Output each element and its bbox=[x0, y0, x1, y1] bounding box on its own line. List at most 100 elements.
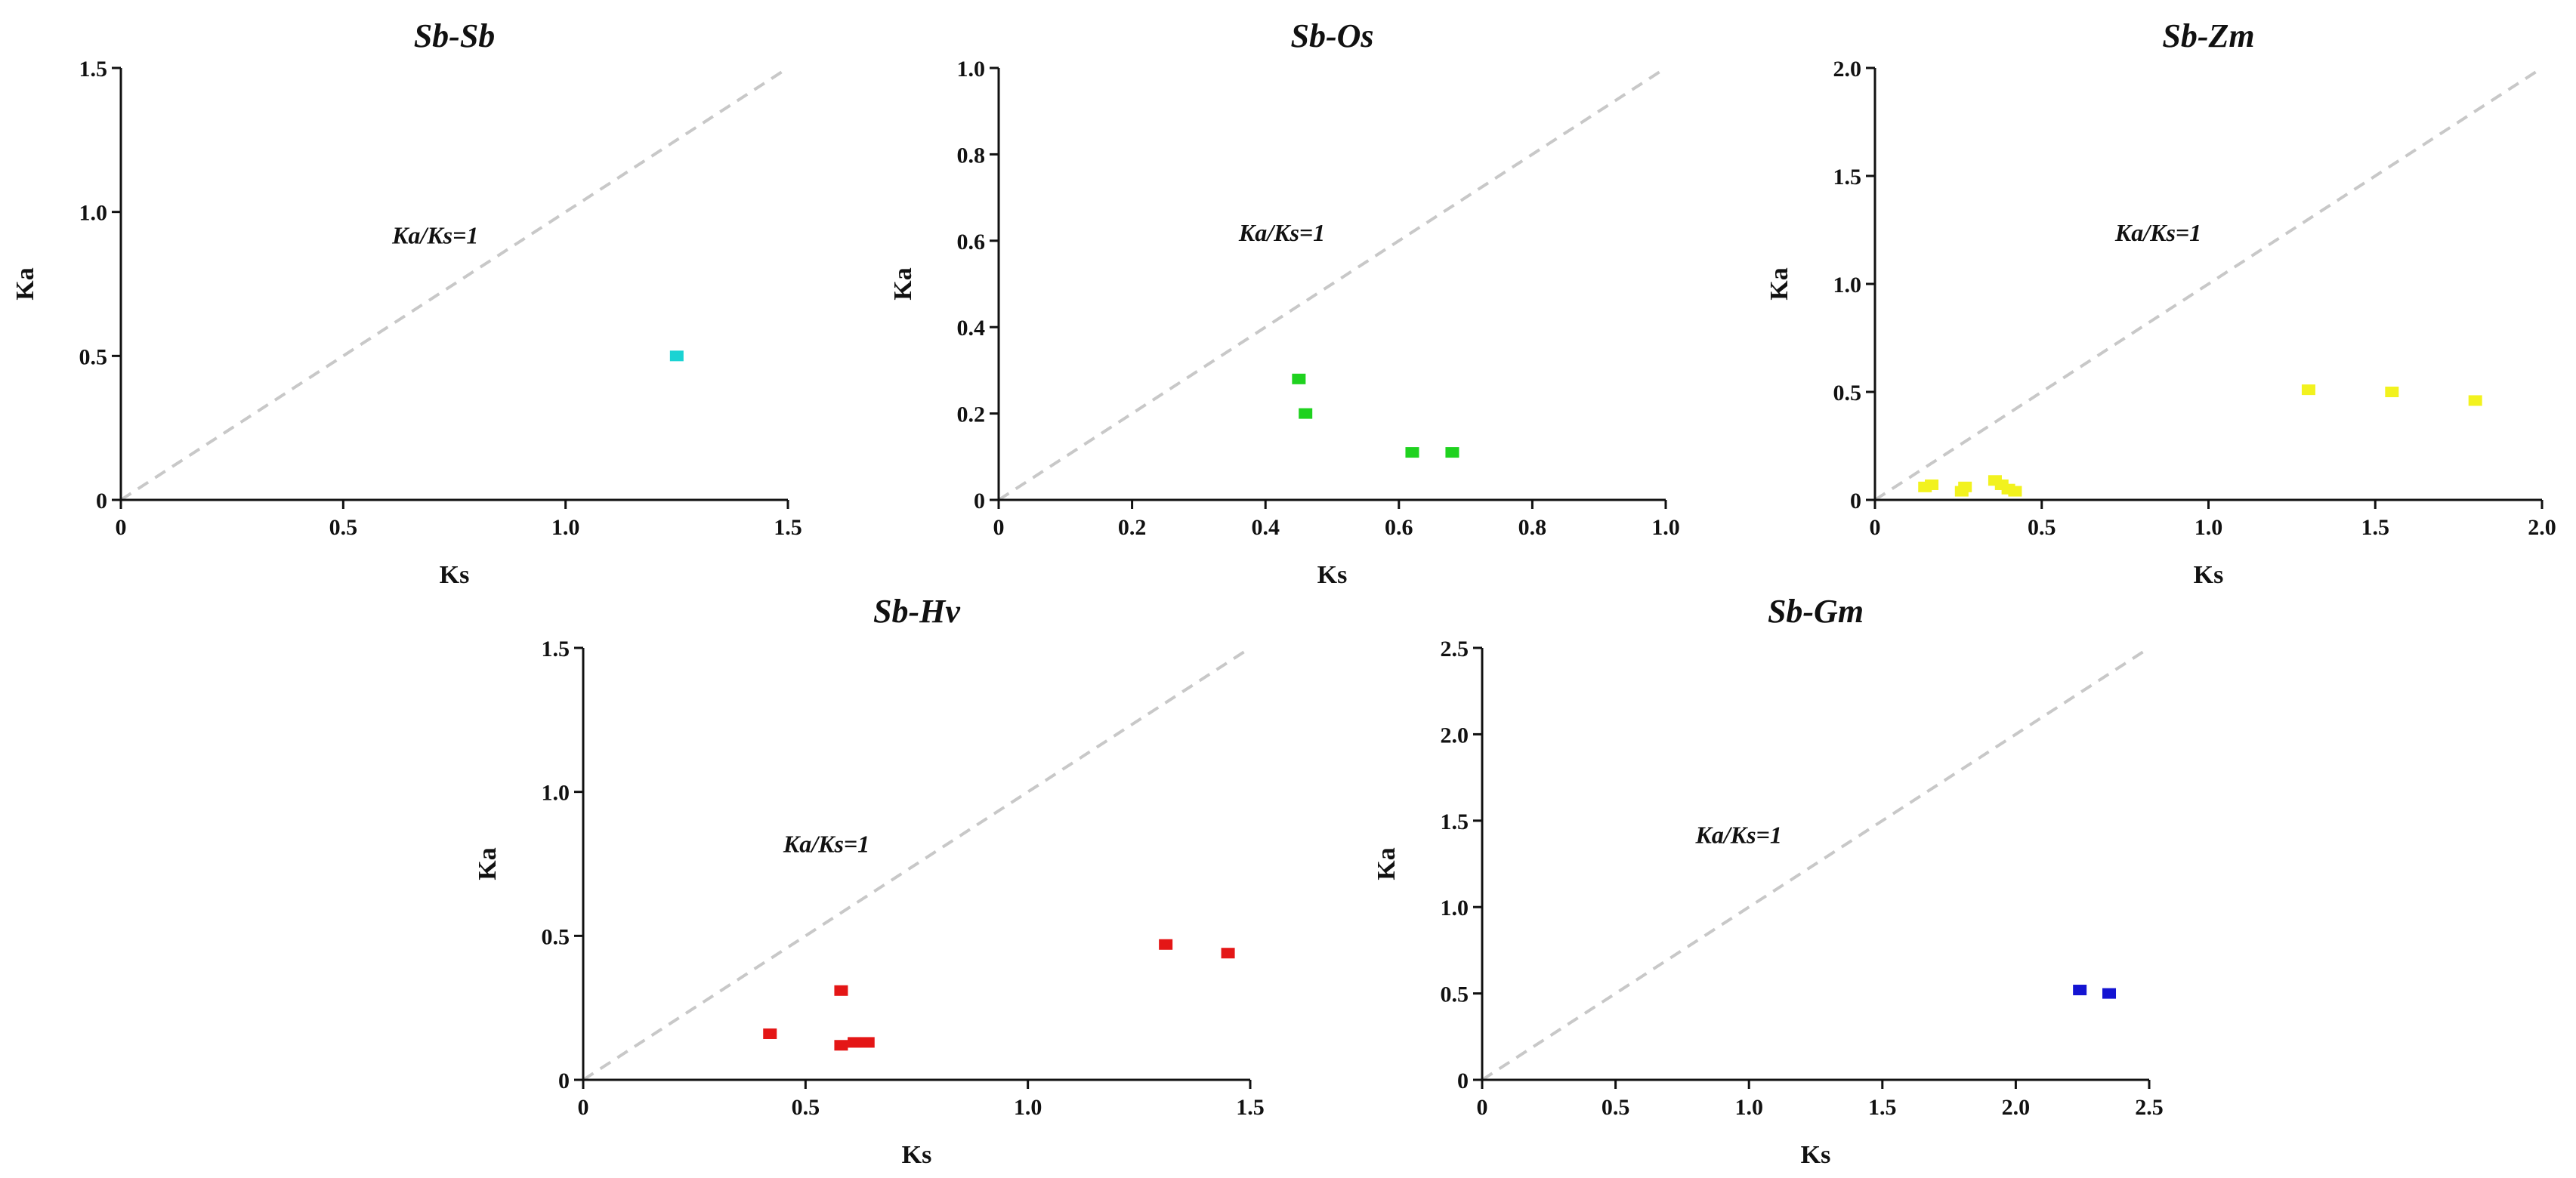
chart-panel-3: 0 0.5 1.0 1.5 2.0 0 0.5 1.0 1.5 2.0 Sb-Zm Ks Ka Ka/Ks… bbox=[1765, 17, 2556, 589]
y-tick-label: 1.0 bbox=[957, 57, 986, 82]
y-tick-label: 0.5 bbox=[542, 924, 570, 949]
x-axis-label: Ks bbox=[1317, 561, 1348, 589]
data-point bbox=[1925, 479, 1939, 490]
x-tick-label: 1.0 bbox=[551, 515, 580, 540]
chart-title: Sb-Hv bbox=[873, 593, 960, 630]
chart-panel-5: 0 0.5 1.0 1.5 2.0 2.5 0 0.5 1.0 1.5 2.0 2.5 Sb-Gm Ks K… bbox=[1373, 593, 2164, 1169]
chart-panel-2: 0 0.2 0.4 0.6 0.8 1.0 0 0.2 0.4 0.6 0.8 1.0 Sb-Os Ks K… bbox=[889, 17, 1680, 589]
y-tick-label: 0 bbox=[558, 1069, 570, 1093]
x-tick-label: 0.6 bbox=[1385, 515, 1413, 540]
x-axis-label: Ks bbox=[2194, 561, 2224, 589]
y-axis-label: Ka bbox=[474, 847, 502, 880]
data-point bbox=[2102, 988, 2117, 999]
y-tick-label: 1.5 bbox=[1441, 809, 1469, 834]
data-point bbox=[834, 985, 848, 996]
data-point bbox=[1299, 408, 1313, 419]
data-point bbox=[1405, 447, 1419, 458]
x-tick-label: 0.5 bbox=[792, 1095, 820, 1120]
chart-panel-1: 0 0.5 1.0 1.5 0 0.5 1.0 1.5 Sb-Sb Ks Ka Ka/Ks=1 bbox=[11, 17, 802, 589]
data-point bbox=[860, 1037, 875, 1048]
y-axis-label: Ka bbox=[1373, 847, 1401, 880]
x-tick-label: 0 bbox=[578, 1095, 589, 1120]
chart-title: Sb-Sb bbox=[414, 17, 496, 54]
y-tick-label: 1.0 bbox=[79, 201, 108, 226]
x-tick-label: 0 bbox=[1870, 515, 1881, 540]
data-point bbox=[1221, 948, 1235, 959]
y-tick-label: 0.2 bbox=[957, 402, 986, 427]
y-tick-label: 0 bbox=[974, 489, 985, 513]
reference-line bbox=[997, 66, 1667, 501]
x-tick-label: 2.0 bbox=[2002, 1095, 2031, 1120]
data-point bbox=[2385, 387, 2399, 397]
x-tick-label: 0.5 bbox=[1602, 1095, 1630, 1120]
y-tick-label: 1.5 bbox=[79, 57, 108, 82]
panels-group: 0 0.5 1.0 1.5 0 0.5 1.0 1.5 Sb-Sb Ks Ka Ka/Ks=1 0 0.2… bbox=[11, 17, 2556, 1169]
x-axis-label: Ks bbox=[440, 561, 470, 589]
y-tick-label: 2.0 bbox=[1833, 57, 1862, 82]
reference-line bbox=[1481, 646, 2151, 1081]
x-tick-label: 0 bbox=[116, 515, 127, 540]
data-point bbox=[2073, 985, 2087, 996]
data-point bbox=[2468, 395, 2482, 406]
x-tick-label: 0.8 bbox=[1518, 515, 1547, 540]
x-tick-label: 0.5 bbox=[2028, 515, 2056, 540]
data-point bbox=[763, 1028, 777, 1039]
x-tick-label: 0 bbox=[993, 515, 1005, 540]
x-tick-label: 1.5 bbox=[1236, 1095, 1265, 1120]
x-tick-label: 1.0 bbox=[1014, 1095, 1042, 1120]
x-tick-label: 1.0 bbox=[1734, 1095, 1763, 1120]
y-tick-label: 0.5 bbox=[1441, 982, 1469, 1007]
data-point bbox=[1445, 447, 1459, 458]
reference-line bbox=[119, 66, 789, 501]
data-point bbox=[834, 1040, 848, 1051]
x-tick-label: 1.5 bbox=[2361, 515, 2390, 540]
x-tick-label: 1.5 bbox=[774, 515, 802, 540]
y-axis-label: Ka bbox=[11, 267, 39, 300]
y-tick-label: 0 bbox=[96, 489, 107, 513]
data-point bbox=[2301, 384, 2315, 396]
data-point bbox=[1958, 481, 1972, 492]
y-tick-label: 0.5 bbox=[1833, 381, 1862, 406]
x-tick-label: 0.4 bbox=[1251, 515, 1280, 540]
data-point bbox=[1159, 939, 1173, 950]
x-tick-label: 0 bbox=[1477, 1095, 1488, 1120]
x-tick-label: 1.5 bbox=[1868, 1095, 1897, 1120]
reference-line-label: Ka/Ks=1 bbox=[391, 222, 478, 249]
data-point bbox=[2008, 486, 2022, 497]
reference-line-label: Ka/Ks=1 bbox=[1695, 822, 1782, 849]
y-axis-label: Ka bbox=[889, 267, 917, 300]
data-point bbox=[1292, 373, 1306, 384]
y-tick-label: 1.5 bbox=[1833, 165, 1862, 190]
y-tick-label: 1.0 bbox=[1833, 273, 1862, 298]
chart-title: Sb-Zm bbox=[2162, 17, 2254, 54]
y-tick-label: 2.5 bbox=[1441, 637, 1469, 661]
y-tick-label: 1.0 bbox=[542, 781, 570, 806]
reference-line-label: Ka/Ks=1 bbox=[783, 831, 869, 858]
y-axis-label: Ka bbox=[1765, 267, 1793, 300]
reference-line bbox=[1873, 66, 2544, 501]
reference-line bbox=[582, 646, 1252, 1081]
y-tick-label: 0 bbox=[1457, 1069, 1469, 1093]
x-tick-label: 0.5 bbox=[329, 515, 358, 540]
chart-title: Sb-Gm bbox=[1768, 593, 1864, 630]
y-tick-label: 1.5 bbox=[542, 637, 570, 661]
x-tick-label: 1.0 bbox=[2195, 515, 2223, 540]
x-tick-label: 0.2 bbox=[1118, 515, 1147, 540]
y-tick-label: 1.0 bbox=[1441, 896, 1469, 921]
y-tick-label: 0.4 bbox=[957, 316, 986, 341]
data-point bbox=[669, 350, 684, 362]
x-axis-label: Ks bbox=[902, 1141, 932, 1169]
chart-panel-4: 0 0.5 1.0 1.5 0 0.5 1.0 1.5 Sb-Hv Ks Ka Ka/Ks=1 bbox=[474, 593, 1265, 1169]
y-tick-label: 2.0 bbox=[1441, 723, 1469, 748]
reference-line-label: Ka/Ks=1 bbox=[2114, 219, 2201, 246]
chart-title: Sb-Os bbox=[1290, 17, 1373, 54]
x-axis-label: Ks bbox=[1801, 1141, 1831, 1169]
y-tick-label: 0.5 bbox=[79, 344, 108, 369]
x-tick-label: 2.5 bbox=[2135, 1095, 2164, 1120]
reference-line-label: Ka/Ks=1 bbox=[1238, 219, 1325, 246]
y-tick-label: 0.6 bbox=[957, 230, 986, 254]
y-tick-label: 0.8 bbox=[957, 143, 986, 168]
data-point bbox=[848, 1037, 862, 1048]
